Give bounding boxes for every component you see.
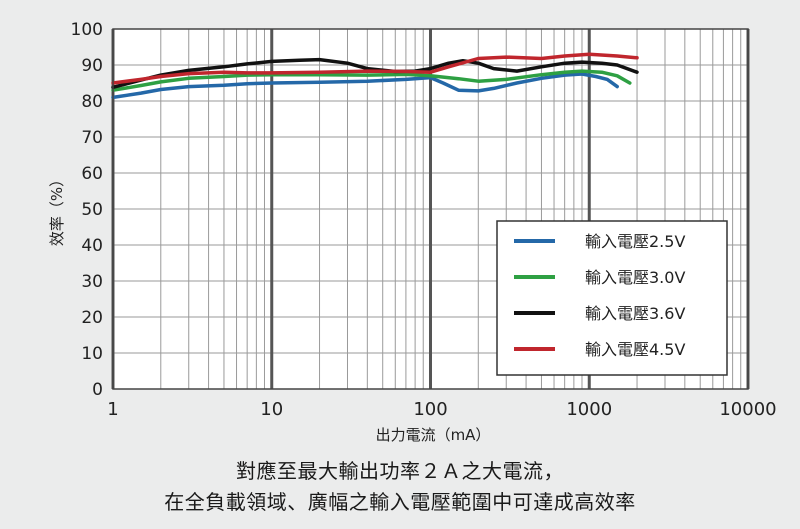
- y-tick-label: 0: [92, 380, 103, 400]
- series-line-2: [111, 69, 632, 92]
- y-tick-label: 30: [81, 272, 103, 292]
- series-line-4: [111, 52, 639, 85]
- x-tick-label: 1: [107, 399, 118, 420]
- x-tick-label: 100: [413, 399, 447, 420]
- legend-label: 輸入電壓2.5V: [585, 232, 685, 251]
- x-axis-label: 出力電流（mA）: [376, 426, 491, 444]
- legend-label: 輸入電壓4.5V: [585, 340, 685, 359]
- x-tick-label: 10000: [719, 399, 776, 420]
- legend-label: 輸入電壓3.6V: [585, 304, 685, 323]
- y-axis-label: 效率（%）: [48, 172, 66, 246]
- y-tick-label: 90: [81, 56, 103, 76]
- y-tick-label: 40: [81, 236, 103, 256]
- caption-line-2: 在全負載領域、廣幅之輸入電壓範圍中可達成高效率: [164, 490, 636, 514]
- x-tick-label: 10: [260, 399, 283, 420]
- series-line-1: [111, 72, 619, 100]
- x-tick-label: 1000: [566, 399, 612, 420]
- y-tick-label: 20: [81, 308, 103, 328]
- y-tick-label: 60: [81, 164, 103, 184]
- plot-frame: [112, 28, 749, 390]
- y-tick-label: 50: [81, 200, 103, 220]
- y-tick-label: 10: [81, 344, 103, 364]
- caption-line-1: 對應至最大輸出功率２Ａ之大電流，: [236, 459, 564, 483]
- y-tick-label: 70: [81, 128, 103, 148]
- legend-label: 輸入電壓3.0V: [585, 268, 685, 287]
- y-tick-label: 80: [81, 92, 103, 112]
- y-tick-label: 100: [71, 20, 103, 40]
